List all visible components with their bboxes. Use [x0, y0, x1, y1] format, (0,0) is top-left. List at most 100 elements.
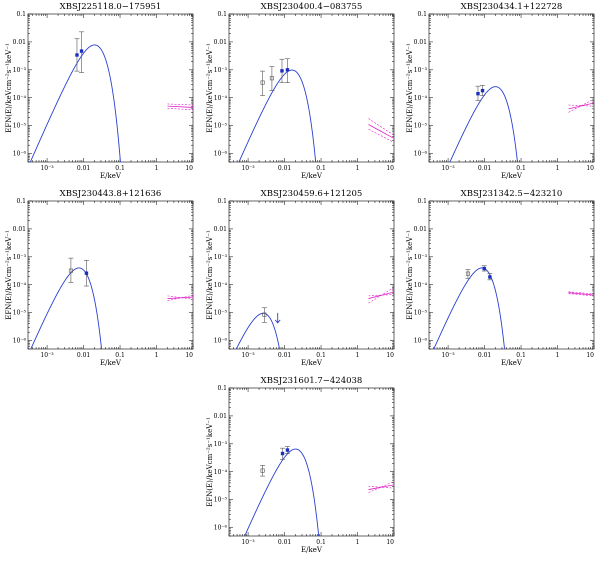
y-tick-label: 10⁻⁵ [214, 310, 228, 317]
xray-powerlaw [368, 124, 394, 139]
x-tick-label: 10 [386, 539, 394, 546]
plot-frame [27, 13, 194, 163]
plot-frame [27, 200, 194, 350]
y-tick-label: 10⁻³ [13, 67, 27, 74]
y-tick-label: 10⁻⁴ [214, 282, 228, 289]
sed-panel-3: XBSJ230434.1+122728 10⁻³ 0.01 0.1 1 10 10⁻⁶ 10⁻… [406, 2, 595, 180]
plot-frame [228, 387, 395, 537]
xray-uncertainty [368, 287, 394, 304]
x-tick-label: 0.1 [516, 165, 526, 172]
panel-title: XBSJ231601.7−424038 [261, 376, 363, 386]
data-point [482, 266, 486, 271]
xray-powerlaw [568, 292, 594, 296]
y-tick-label: 10⁻⁶ [13, 151, 27, 158]
blackbody-model-curve [235, 312, 280, 349]
xray-uncertainty [568, 104, 594, 107]
x-tick-label: 10⁻³ [40, 352, 54, 359]
x-tick-label: 0.01 [77, 352, 90, 359]
xray-uncertainty [368, 118, 394, 136]
data-point [79, 49, 84, 53]
y-tick-label: 10⁻⁴ [414, 95, 428, 102]
x-tick-label: 0.01 [478, 352, 491, 359]
xray-uncertainty [167, 107, 193, 111]
data-point [488, 275, 492, 279]
y-tick-label: 0.1 [417, 198, 427, 205]
x-tick-label: 1 [356, 539, 360, 546]
plot-content [433, 265, 594, 349]
x-tick-label: 10 [386, 165, 394, 172]
panel-title: XBSJ225118.0−175951 [60, 2, 162, 12]
x-axis-label: E/keV [501, 172, 523, 180]
data-point [480, 88, 485, 93]
y-tick-label: 10⁻⁴ [214, 469, 228, 476]
x-tick-label: 10⁻³ [441, 165, 455, 172]
y-tick-label: 10⁻⁵ [13, 123, 27, 130]
sed-panel-6: XBSJ231342.5−423210 10⁻³ 0.01 0.1 1 10 10⁻⁶ 10⁻… [406, 189, 595, 367]
x-tick-label: 0.01 [77, 165, 90, 172]
plot-frame [428, 200, 595, 350]
plot-frame [228, 13, 395, 163]
y-tick-label: 10⁻³ [414, 254, 428, 261]
y-tick-label: 0.01 [13, 39, 26, 46]
x-tick-label: 0.1 [115, 352, 125, 359]
y-axis-label: EFN(E)/keVcm⁻²s⁻¹keV⁻¹ [5, 230, 13, 320]
data-point [280, 69, 284, 73]
y-tick-label: 0.1 [16, 11, 26, 18]
blackbody-model-curve [244, 448, 320, 536]
sed-panel-2: XBSJ230400.4−083755 10⁻³ 0.01 0.1 1 10 10⁻⁶ 10⁻… [206, 2, 395, 180]
data-point [285, 448, 290, 452]
x-tick-label: 10 [586, 165, 594, 172]
xray-uncertainty [568, 291, 594, 295]
xray-uncertainty [368, 486, 394, 489]
x-axis-label: E/keV [301, 172, 323, 180]
y-tick-label: 0.1 [217, 11, 227, 18]
data-point-open [260, 468, 265, 473]
x-tick-label: 1 [155, 352, 159, 359]
plot-content [29, 31, 193, 162]
panel-title: XBSJ230434.1+122728 [461, 2, 563, 12]
x-tick-label: 1 [556, 352, 560, 359]
panel-title: XBSJ231342.5−423210 [461, 189, 563, 199]
y-tick-label: 0.1 [217, 198, 227, 205]
blackbody-model-curve [30, 267, 103, 349]
y-tick-label: 10⁻³ [214, 441, 228, 448]
x-tick-label: 0.01 [278, 165, 291, 172]
panel-title: XBSJ230400.4−083755 [261, 2, 363, 12]
xray-uncertainty [568, 98, 594, 113]
x-tick-label: 0.01 [278, 352, 291, 359]
plot-content [244, 446, 394, 536]
data-point-open [68, 268, 73, 273]
sed-panel-5: XBSJ230459.6+121205 10⁻³ 0.01 0.1 1 10 10⁻⁶ 10⁻… [206, 189, 395, 367]
xray-uncertainty [167, 103, 193, 106]
data-point-open [262, 312, 267, 317]
xray-powerlaw [167, 296, 193, 299]
y-tick-label: 10⁻⁴ [414, 282, 428, 289]
y-tick-label: 10⁻⁶ [214, 525, 228, 532]
x-tick-label: 10⁻³ [441, 352, 455, 359]
y-tick-label: 10⁻⁵ [414, 123, 428, 130]
x-tick-label: 10 [185, 352, 193, 359]
y-tick-label: 0.01 [214, 226, 227, 233]
y-tick-label: 10⁻⁶ [214, 151, 228, 158]
y-tick-label: 10⁻⁵ [13, 310, 27, 317]
sed-panel-7: XBSJ231601.7−424038 10⁻³ 0.01 0.1 1 10 10⁻⁶ 10⁻… [206, 376, 395, 554]
y-tick-label: 0.01 [214, 39, 227, 46]
panel-title: XBSJ230459.6+121205 [261, 189, 363, 199]
x-tick-label: 0.1 [115, 165, 125, 172]
xray-uncertainty [568, 293, 594, 297]
blackbody-model-curve [29, 44, 121, 162]
y-tick-label: 10⁻³ [13, 254, 27, 261]
x-tick-label: 10⁻³ [241, 352, 255, 359]
y-axis-label: EFN(E)/keVcm⁻²s⁻¹keV⁻¹ [406, 230, 414, 320]
x-axis-label: E/keV [301, 359, 323, 367]
y-axis-label: EFN(E)/keVcm⁻²s⁻¹keV⁻¹ [206, 417, 214, 507]
xray-uncertainty [368, 481, 394, 493]
y-axis-label: EFN(E)/keVcm⁻²s⁻¹keV⁻¹ [5, 43, 13, 133]
plot-content [238, 58, 394, 162]
y-tick-label: 10⁻⁵ [214, 497, 228, 504]
panel-title: XBSJ230443.8+121636 [60, 189, 162, 199]
y-tick-label: 0.01 [214, 413, 227, 420]
xray-uncertainty [167, 294, 193, 301]
data-point [75, 53, 79, 57]
